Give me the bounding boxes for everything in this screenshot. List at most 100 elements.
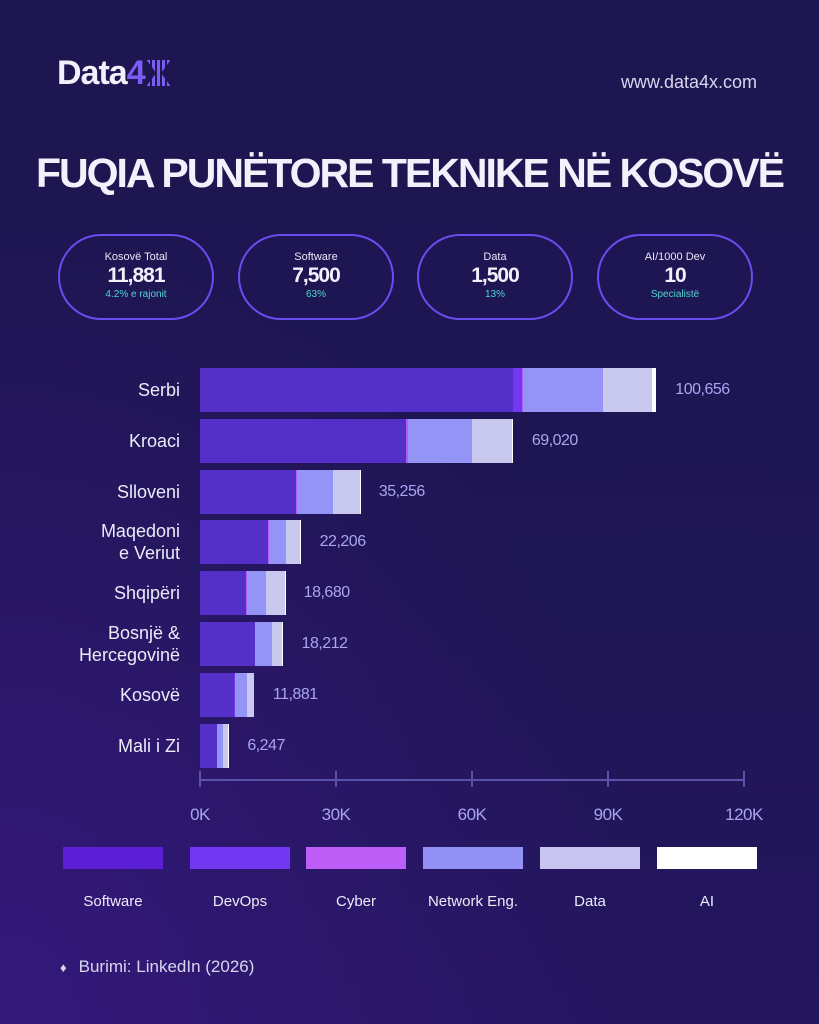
legend-label: AI	[699, 893, 715, 910]
bar-segment-software	[200, 622, 255, 666]
bar-segment-ai	[652, 368, 657, 412]
stat-subtext: 4.2% e rajonit	[105, 289, 167, 300]
bar-segment-software	[200, 571, 246, 616]
bar-segment-cyber	[521, 368, 524, 412]
x-axis-tick	[199, 771, 201, 787]
bar-total-label: 100,656	[675, 381, 730, 398]
stacked-bar	[200, 571, 285, 616]
bar-total-label: 35,256	[378, 482, 425, 500]
category-label-line: Shqipëri	[113, 583, 180, 604]
category-label: Kosovë	[40, 684, 180, 706]
stat-card: Software 7,500 63%	[238, 234, 394, 320]
legend-label: Data	[574, 893, 606, 910]
category-label-line: Slloveni	[116, 481, 180, 502]
stat-label: AI/1000 Dev	[644, 251, 706, 263]
category-label-line: Serbi	[137, 380, 180, 400]
stacked-bar	[200, 469, 360, 514]
bar-segment-network-eng	[296, 469, 334, 514]
bar-segment-software	[200, 520, 268, 565]
bar-segment-software	[200, 672, 234, 717]
stat-card: AI/1000 Dev 10 Specialistë	[597, 234, 753, 320]
logo-text: Data	[57, 54, 128, 92]
bar-total-label: 69,020	[531, 431, 578, 449]
data4x-logo: Data4	[57, 54, 171, 93]
category-label: Slloveni	[40, 481, 180, 503]
category-label-line: Maqedoni	[100, 521, 180, 542]
diamond-bullet-icon: ♦	[60, 960, 67, 975]
source-text: Burimi: LinkedIn (2026)	[78, 957, 255, 976]
bar-segment-devops	[512, 368, 522, 412]
category-label: Serbi	[40, 379, 180, 401]
x-axis-tick	[471, 771, 473, 787]
stat-label: Kosovë Total	[104, 251, 168, 263]
stat-card: Data 1,500 13%	[417, 234, 573, 320]
bar-segment-cyber	[406, 418, 408, 463]
stacked-bar	[200, 723, 229, 768]
x-axis-tick	[335, 771, 337, 787]
stacked-bar	[200, 418, 513, 463]
category-label-line: e Veriut	[118, 543, 180, 564]
bar-segment-data	[333, 469, 360, 514]
legend-label: DevOps	[212, 893, 268, 910]
x-axis-tick	[743, 771, 745, 787]
category-label: Bosnjë & Hercegovinë	[40, 622, 180, 666]
stat-subtext: 13%	[484, 289, 505, 300]
bar-total-label: 6,247	[247, 736, 285, 754]
bar-segment-devops	[234, 672, 235, 717]
logo-x-mark-icon	[146, 60, 171, 86]
bar-segment-network-eng	[255, 622, 272, 666]
stat-subtext: Specialistë	[650, 289, 700, 300]
stacked-bar	[200, 622, 283, 666]
stat-value: 10	[664, 264, 686, 287]
category-label-line: Bosnjë &	[107, 623, 180, 643]
category-label: Mali i Zi	[40, 735, 180, 757]
legend-swatch	[540, 847, 640, 869]
bar-segment-network-eng	[246, 571, 267, 616]
category-label: Kroaci	[40, 430, 180, 452]
category-label: Maqedoni e Veriut	[40, 520, 180, 564]
bar-segment-cyber	[296, 469, 297, 514]
x-tick-label: 90K	[593, 805, 623, 824]
bar-segment-network-eng	[216, 723, 224, 768]
bar-total-label: 22,206	[319, 533, 366, 551]
bar-segment-cyber	[268, 520, 269, 565]
stat-subtext: 63%	[305, 289, 326, 300]
source-note: ♦ Burimi: LinkedIn (2026)	[60, 957, 254, 977]
bar-segment-ai	[511, 418, 513, 463]
bar-segment-data	[247, 672, 254, 717]
legend-swatch	[63, 847, 163, 869]
bar-total-label: 18,680	[303, 584, 350, 602]
legend-swatch	[657, 847, 757, 869]
stacked-bar	[200, 672, 254, 717]
x-tick-label: 30K	[321, 805, 351, 824]
category-label-line: Mali i Zi	[118, 735, 180, 756]
bar-segment-software	[200, 368, 513, 412]
bar-segment-data	[223, 723, 229, 768]
legend-swatch	[423, 847, 523, 869]
bar-segment-software	[200, 469, 297, 514]
bar-total-label: 18,212	[301, 635, 348, 652]
stat-value: 11,881	[107, 264, 165, 287]
legend-swatch	[190, 847, 290, 869]
page-title: FUQIA PUNËTORE TEKNIKE NË KOSOVË	[36, 150, 785, 196]
x-tick-label: 0K	[190, 805, 210, 824]
bar-segment-data	[271, 622, 283, 666]
legend-label: Cyber	[335, 893, 376, 910]
bar-segment-data	[286, 520, 301, 565]
stat-label: Software	[294, 251, 338, 263]
website-url[interactable]: www.data4x.com	[620, 72, 757, 92]
bar-total-label: 11,881	[272, 685, 318, 703]
stat-value: 1,500	[471, 264, 520, 287]
category-label-line: Hercegovinë	[78, 645, 180, 665]
stacked-bar	[200, 520, 301, 565]
bar-segment-network-eng	[268, 520, 287, 565]
x-tick-label: 120K	[725, 805, 763, 824]
bar-segment-software	[200, 723, 217, 768]
x-axis-tick	[607, 771, 609, 787]
bar-segment-data	[471, 418, 512, 463]
bar-segment-data	[602, 368, 653, 412]
category-label-line: Kosovë	[119, 684, 180, 705]
category-label-line: Kroaci	[128, 430, 180, 451]
bar-segment-cyber	[245, 571, 247, 616]
bar-segment-network-eng	[407, 418, 472, 463]
